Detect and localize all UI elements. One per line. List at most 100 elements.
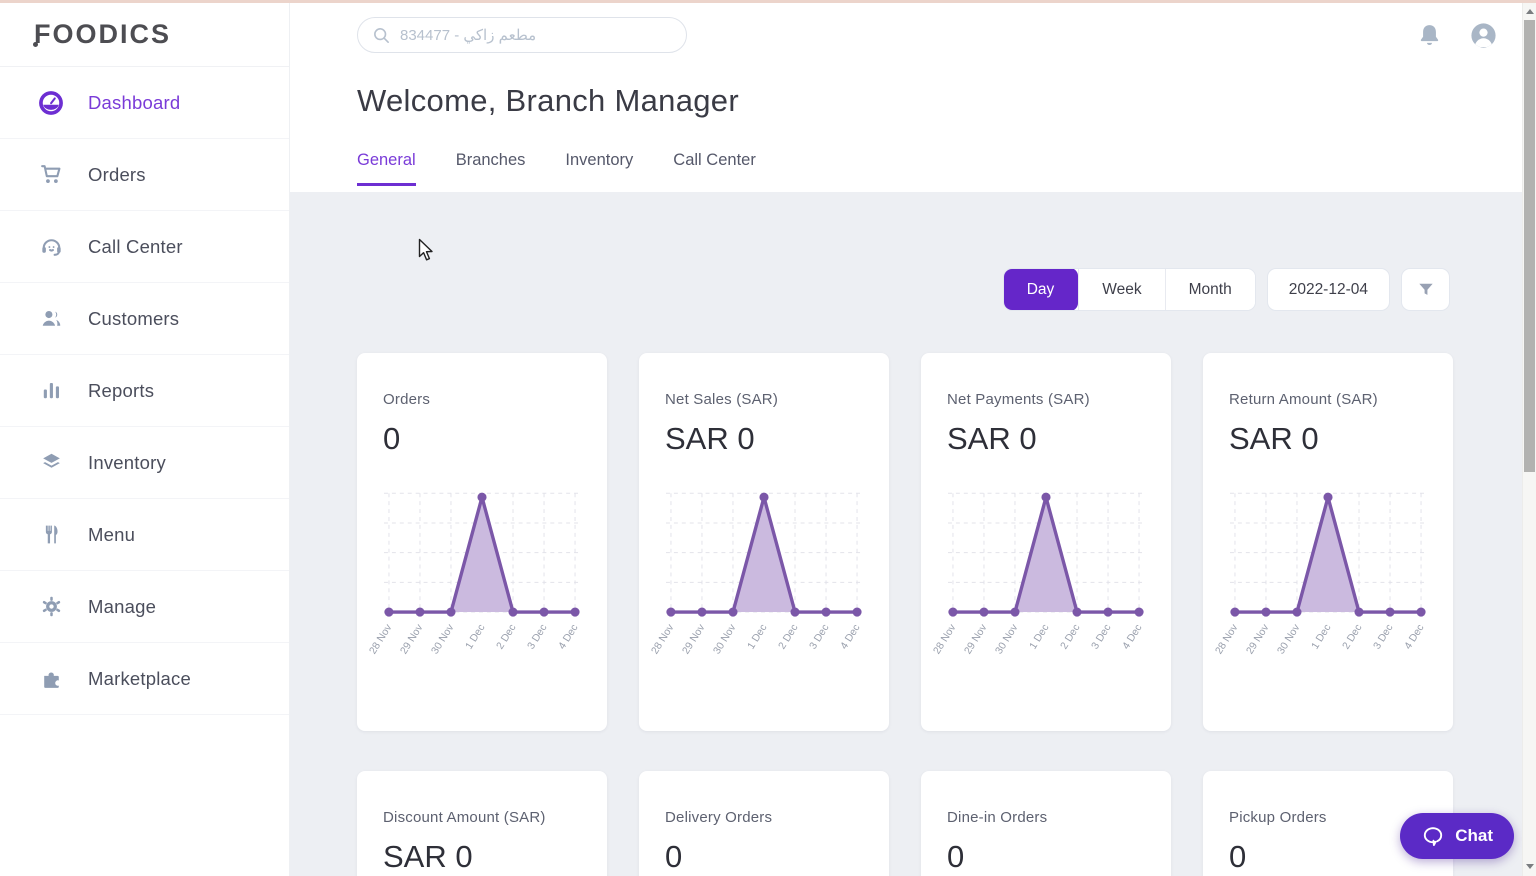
filter-controls: Day Week Month 2022-12-04 [290,268,1450,311]
sidebar-item-customers[interactable]: Customers [0,283,289,355]
svg-text:28 Nov: 28 Nov [932,622,959,656]
sidebar-item-orders[interactable]: Orders [0,139,289,211]
card-value: SAR 0 [665,421,755,456]
sidebar-item-inventory[interactable]: Inventory [0,427,289,499]
tab-call-center[interactable]: Call Center [673,151,756,169]
gear-icon [38,594,64,620]
svg-text:3 Dec: 3 Dec [1090,623,1114,652]
layers-icon [38,450,64,476]
sidebar-item-label: Inventory [88,451,166,473]
sidebar-item-dashboard[interactable]: Dashboard [0,67,289,139]
sidebar-item-label: Marketplace [88,667,191,689]
period-option-week[interactable]: Week [1078,269,1165,310]
page-scrollbar[interactable] [1522,3,1536,876]
sidebar-item-label: Customers [88,307,180,329]
svg-text:1 Dec: 1 Dec [746,623,770,652]
page-title: Welcome, Branch Manager [357,83,739,118]
filter-button[interactable] [1401,268,1450,311]
card-value: SAR 0 [947,421,1037,456]
bar-chart-icon [38,378,64,404]
card-title: Discount Amount (SAR) [383,809,546,826]
card-delivery-orders: Delivery Orders 0 [639,771,889,876]
svg-text:30 Nov: 30 Nov [712,622,739,656]
logo-row: FOODICS [0,3,289,67]
net-sales-trend-chart: 28 Nov 29 Nov 30 Nov 1 Dec 2 Dec 3 Dec 4 Dec [650,492,863,656]
svg-text:2 Dec: 2 Dec [495,623,519,652]
svg-text:3 Dec: 3 Dec [808,623,832,652]
date-picker-button[interactable]: 2022-12-04 [1266,268,1390,311]
chat-bubble-icon [1421,824,1445,848]
utensils-icon [38,522,64,548]
period-option-month[interactable]: Month [1164,269,1255,310]
svg-text:29 Nov: 29 Nov [963,622,990,656]
sidebar-item-call-center[interactable]: Call Center [0,211,289,283]
svg-text:2 Dec: 2 Dec [1341,623,1365,652]
scrollbar-up-arrow[interactable] [1523,4,1536,19]
svg-text:28 Nov: 28 Nov [650,622,677,656]
sidebar-item-label: Dashboard [88,91,181,113]
people-icon [38,306,64,332]
notifications-bell-icon[interactable] [1416,22,1443,49]
tab-inventory[interactable]: Inventory [565,151,634,169]
user-avatar-icon[interactable] [1469,21,1498,50]
card-net-sales: Net Sales (SAR) SAR 0 28 Nov 29 Nov 30 Nov… [639,353,889,731]
svg-text:1 Dec: 1 Dec [1028,623,1052,652]
funnel-icon [1416,280,1436,300]
headset-icon [38,234,64,260]
orders-trend-chart: 28 Nov 29 Nov 30 Nov 1 Dec 2 Dec 3 Dec 4 Dec [368,492,581,656]
svg-text:29 Nov: 29 Nov [1245,622,1272,656]
card-title: Dine-in Orders [947,809,1048,826]
svg-text:4 Dec: 4 Dec [557,623,581,652]
stat-cards-row-2: Discount Amount (SAR) SAR 0 Delivery Ord… [357,771,1522,876]
page-header: Welcome, Branch Manager General Branches… [290,67,1522,186]
return-amount-trend-chart: 28 Nov 29 Nov 30 Nov 1 Dec 2 Dec 3 Dec 4 Dec [1214,492,1427,656]
chat-button[interactable]: Chat [1400,813,1514,859]
svg-text:4 Dec: 4 Dec [1403,623,1427,652]
card-value: SAR 0 [383,839,473,874]
card-title: Delivery Orders [665,809,773,826]
svg-text:29 Nov: 29 Nov [399,622,426,656]
topbar [290,3,1522,67]
scrollbar-down-arrow[interactable] [1523,859,1536,874]
card-value: 0 [383,421,401,456]
sidebar-item-label: Orders [88,163,146,185]
period-option-day[interactable]: Day [1003,269,1079,310]
search-box[interactable] [357,17,687,53]
card-value: 0 [947,839,965,874]
card-net-payments: Net Payments (SAR) SAR 0 28 Nov 29 Nov 30 … [921,353,1171,731]
dashboard-gauge-icon [38,90,64,116]
stat-cards-row-1: Orders 0 28 Nov 29 Nov 30 Nov 1 Dec 2 Dec 3 D… [357,353,1522,731]
card-title: Net Payments (SAR) [947,391,1090,408]
main-area: Welcome, Branch Manager General Branches… [290,3,1522,876]
svg-text:30 Nov: 30 Nov [994,622,1021,656]
sidebar-item-manage[interactable]: Manage [0,571,289,643]
svg-text:3 Dec: 3 Dec [526,623,550,652]
chat-button-label: Chat [1455,826,1493,845]
card-value: 0 [1229,839,1247,874]
svg-text:3 Dec: 3 Dec [1372,623,1396,652]
svg-text:28 Nov: 28 Nov [1214,622,1241,656]
shopping-cart-icon [38,162,64,188]
card-title: Pickup Orders [1229,809,1327,826]
foodics-logo[interactable]: FOODICS [32,19,172,49]
card-title: Orders [383,391,431,408]
tab-general[interactable]: General [357,151,416,186]
card-return-amount: Return Amount (SAR) SAR 0 28 Nov 29 Nov 30… [1203,353,1453,731]
sidebar-item-label: Call Center [88,235,183,257]
sidebar-item-label: Manage [88,595,157,617]
sidebar: FOODICS Dashboard Orders Call Center Cus… [0,3,290,876]
card-dine-in-orders: Dine-in Orders 0 [921,771,1171,876]
sidebar-item-menu[interactable]: Menu [0,499,289,571]
card-orders: Orders 0 28 Nov 29 Nov 30 Nov 1 Dec 2 Dec 3 D… [357,353,607,731]
search-input[interactable] [400,26,672,44]
svg-text:2 Dec: 2 Dec [777,623,801,652]
search-icon [372,26,391,45]
sidebar-item-marketplace[interactable]: Marketplace [0,643,289,715]
net-payments-trend-chart: 28 Nov 29 Nov 30 Nov 1 Dec 2 Dec 3 Dec 4 Dec [932,492,1145,656]
tab-branches[interactable]: Branches [455,151,526,169]
svg-text:30 Nov: 30 Nov [1276,622,1303,656]
card-title: Return Amount (SAR) [1229,391,1378,408]
sidebar-item-reports[interactable]: Reports [0,355,289,427]
scrollbar-thumb[interactable] [1524,20,1535,472]
top-accent-bar [0,0,1536,3]
